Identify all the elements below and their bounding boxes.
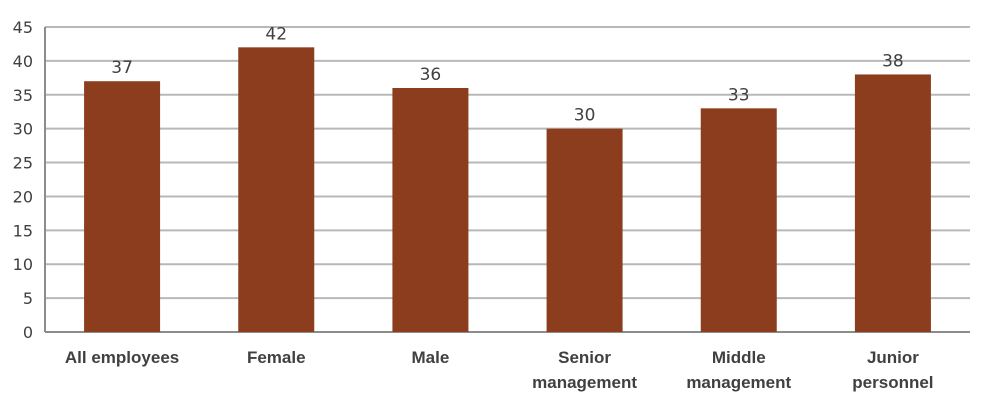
y-tick-label: 40 — [13, 52, 33, 71]
x-category-label: All employees — [65, 348, 179, 367]
bar — [392, 88, 469, 332]
y-tick-label: 10 — [13, 255, 33, 274]
x-category-label-line: Middle — [712, 348, 766, 367]
data-label: 33 — [728, 85, 750, 105]
x-axis-categories: All employees Female Male Senior managementM… — [65, 348, 934, 392]
x-category-label-line: personnel — [852, 373, 933, 392]
data-label: 30 — [574, 106, 596, 126]
x-category-label-line: Female — [247, 348, 306, 367]
y-tick-label: 5 — [23, 289, 33, 308]
x-category-label-line: management — [686, 373, 791, 392]
data-label: 42 — [265, 24, 287, 44]
x-category-label: Middle management — [686, 348, 791, 392]
x-category-label-line: management — [532, 373, 637, 392]
x-category-label-line: All employees — [65, 348, 179, 367]
data-labels: 37 42 36 30 33 38 — [111, 24, 903, 125]
x-category-label-line: Senior — [558, 348, 611, 367]
data-label: 38 — [882, 51, 904, 71]
x-category-label: Male — [412, 348, 450, 367]
x-category-label: Female — [247, 348, 306, 367]
y-tick-label: 15 — [13, 221, 33, 240]
data-label: 37 — [111, 58, 133, 78]
bar — [700, 108, 777, 332]
y-tick-label: 0 — [23, 323, 33, 342]
data-label: 36 — [420, 65, 442, 85]
x-category-label-line: Junior — [867, 348, 919, 367]
y-tick-label: 35 — [13, 86, 33, 105]
y-tick-label: 20 — [13, 187, 33, 206]
bar — [546, 128, 623, 332]
y-tick-label: 25 — [13, 154, 33, 173]
x-category-label: Junior personnel — [852, 348, 933, 392]
y-tick-label: 30 — [13, 120, 33, 139]
y-axis-ticks: 0 5 10 15 20 25 30 35 40 45 — [13, 18, 33, 342]
y-tick-label: 45 — [13, 18, 33, 37]
bars — [84, 47, 931, 332]
x-category-label-line: Male — [412, 348, 450, 367]
gridlines — [44, 26, 970, 333]
x-category-label: Senior management — [532, 348, 637, 392]
bar — [84, 81, 161, 332]
bar — [238, 47, 315, 332]
bar — [854, 74, 931, 332]
